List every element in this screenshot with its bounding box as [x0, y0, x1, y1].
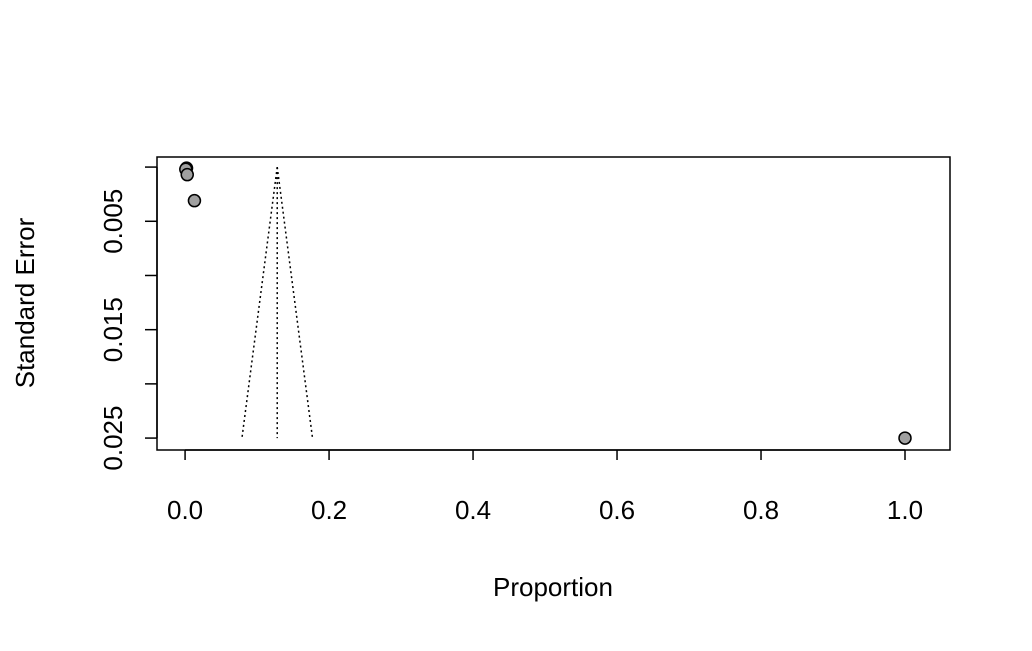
funnel-line: [276, 166, 314, 439]
plot-box: [156, 156, 951, 451]
funnel-line: [241, 166, 278, 439]
x-tick-label: 1.0: [887, 495, 923, 525]
x-tick-label: 0.4: [455, 495, 491, 525]
y-tick-label: 0.005: [98, 189, 128, 254]
point: [187, 193, 202, 208]
x-tick-label: 0.6: [599, 495, 635, 525]
x-axis-label: Proportion: [493, 572, 613, 602]
point: [898, 431, 912, 445]
x-tick-label: 0.2: [311, 495, 347, 525]
y-axis-label: Standard Error: [10, 217, 40, 388]
y-tick-label: 0.015: [98, 297, 128, 362]
x-tick-label: 0.8: [743, 495, 779, 525]
y-tick-label: 0.025: [98, 406, 128, 471]
point: [180, 167, 194, 182]
x-tick-label: 0.0: [167, 495, 203, 525]
